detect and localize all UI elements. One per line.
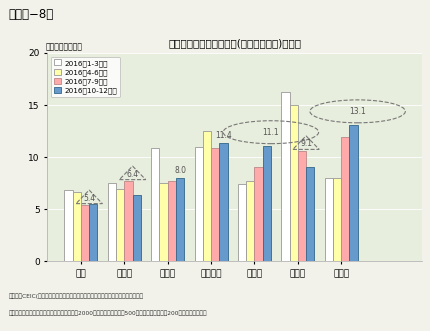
Bar [81, 205, 89, 261]
Bar [305, 166, 313, 261]
Bar [175, 178, 184, 261]
Bar [132, 195, 141, 261]
Text: （前年同期比％）: （前年同期比％） [46, 42, 82, 51]
Bar [246, 181, 254, 261]
Bar [116, 189, 124, 261]
Legend: 2016年1-3月期, 2016年4-6月期, 2016年7-9月期, 2016年10-12月期: 2016年1-3月期, 2016年4-6月期, 2016年7-9月期, 2016… [51, 57, 120, 97]
Text: 6.4: 6.4 [126, 169, 138, 179]
Bar [349, 125, 357, 261]
Text: 9.1: 9.1 [299, 139, 311, 148]
Bar [262, 146, 270, 261]
Bar [73, 192, 81, 261]
Bar [167, 181, 175, 261]
Bar [194, 147, 203, 261]
Bar [108, 183, 116, 261]
Bar [64, 190, 73, 261]
Bar [332, 178, 341, 261]
Bar [281, 92, 289, 261]
Bar [237, 184, 246, 261]
Bar [341, 137, 349, 261]
Title: 業種別に見た小売売上高(限額以上企業)の動き: 業種別に見た小売売上高(限額以上企業)の動き [168, 38, 301, 48]
Text: （注）限額以上企業とは、本業の年間売上高2000万元以上の卸売業、500万元以上の小売業、200万元以上の飲食業: （注）限額以上企業とは、本業の年間売上高2000万元以上の卸売業、500万元以上… [9, 310, 207, 316]
Bar [211, 148, 219, 261]
Text: 11.4: 11.4 [215, 131, 231, 140]
Bar [124, 181, 132, 261]
Bar [89, 204, 97, 261]
Bar [159, 183, 167, 261]
Bar [151, 148, 159, 261]
Bar [254, 166, 262, 261]
Bar [289, 105, 297, 261]
Bar [297, 151, 305, 261]
Text: （資料）CEIC(出所は中国国家統計局）のデータを元にニッセイ基礎研究所で推定: （資料）CEIC(出所は中国国家統計局）のデータを元にニッセイ基礎研究所で推定 [9, 293, 143, 299]
Text: 11.1: 11.1 [262, 128, 279, 137]
Text: 13.1: 13.1 [348, 107, 365, 116]
Text: 8.0: 8.0 [174, 166, 186, 175]
Text: 5.4: 5.4 [83, 194, 95, 203]
Bar [219, 143, 227, 261]
Bar [203, 131, 211, 261]
Text: （図表−8）: （図表−8） [9, 8, 54, 21]
Bar [324, 178, 332, 261]
